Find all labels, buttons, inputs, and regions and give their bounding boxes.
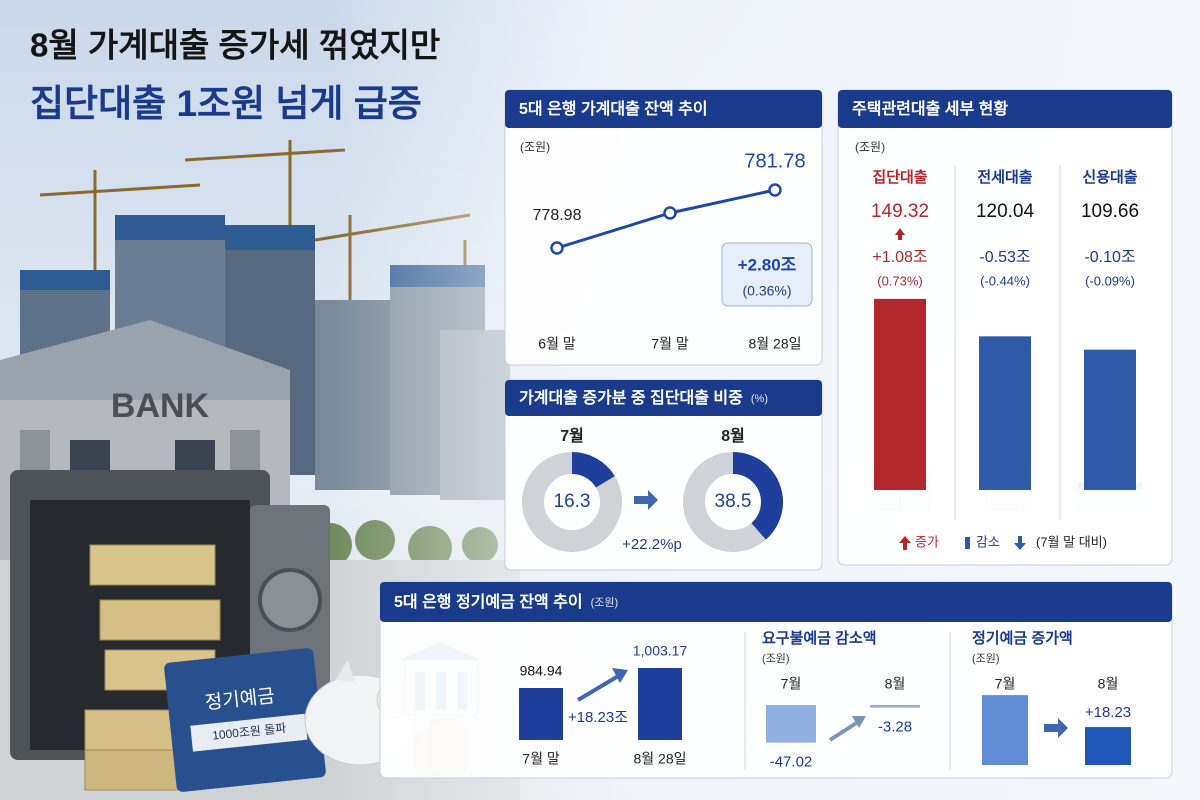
category-label: 7월 xyxy=(781,676,802,692)
annotation: +2.80조 xyxy=(738,255,797,274)
panel-title: 가계대출 증가분 중 집단대출 비중 xyxy=(519,388,743,407)
legend-swatch xyxy=(965,537,970,549)
change-pct-label: (-0.09%) xyxy=(1085,273,1135,288)
trend-arrow xyxy=(828,720,860,742)
x-tick-label: 8월 28일 xyxy=(748,336,801,352)
legend-up-arrow xyxy=(899,536,911,550)
change-pct-label: (0.73%) xyxy=(877,273,923,288)
panel-unit: (%) xyxy=(751,393,768,405)
legend-label: 감소 xyxy=(976,534,1000,549)
trend-arrow xyxy=(576,673,622,702)
panel-header xyxy=(505,380,822,416)
point xyxy=(663,206,677,220)
change-label: -0.10조 xyxy=(1084,249,1135,266)
value-label: -47.02 xyxy=(770,754,813,771)
category-label: 7월 xyxy=(995,676,1016,692)
x-tick-label: 7월 말 xyxy=(522,751,560,767)
section-title: 정기예금 증가액 xyxy=(972,629,1073,647)
annotation-box xyxy=(721,242,813,307)
bar xyxy=(982,695,1028,765)
legend-down-arrow xyxy=(1014,536,1026,550)
value-label: 109.66 xyxy=(1081,201,1139,222)
category-label: 8월 xyxy=(721,427,745,445)
value-label: -3.28 xyxy=(878,719,912,736)
panel-unit: (조원) xyxy=(591,596,619,609)
x-tick-label: 8월 28일 xyxy=(633,751,686,767)
value-label: +18.23 xyxy=(1085,704,1131,721)
bar xyxy=(870,705,920,708)
point xyxy=(768,183,782,197)
annotation: (0.36%) xyxy=(742,283,791,299)
change-label: -0.53조 xyxy=(979,249,1030,266)
trend-arrow-head xyxy=(852,716,866,728)
donut-arc xyxy=(522,452,622,552)
legend-label: (7월 말 대비) xyxy=(1036,534,1107,549)
trend-arrow-head xyxy=(612,668,628,683)
arrow xyxy=(634,490,658,510)
category-label: 신용대출 xyxy=(1082,169,1137,186)
category-label: 7월 xyxy=(560,427,584,445)
panel-header xyxy=(505,90,822,128)
unit-label: (조원) xyxy=(855,140,885,154)
bar xyxy=(874,298,926,490)
panel-header xyxy=(380,582,1172,622)
deposit-book xyxy=(164,648,326,792)
value-label: 984.94 xyxy=(520,663,563,679)
arrow xyxy=(1044,718,1068,738)
point xyxy=(550,241,564,255)
value-label: 120.04 xyxy=(976,201,1035,222)
panel xyxy=(504,89,823,366)
panel-title: 주택관련대출 세부 현황 xyxy=(852,99,1008,118)
category-label: 전세대출 xyxy=(977,169,1032,186)
change-pct-label: (-0.44%) xyxy=(980,273,1030,288)
panel-title: 5대 은행 가계대출 잔액 추이 xyxy=(519,99,708,118)
panel-title: 5대 은행 정기예금 잔액 추이 xyxy=(394,592,583,611)
x-tick-label: 7월 말 xyxy=(651,336,689,352)
value-label: 16.3 xyxy=(554,491,591,512)
unit-label: (조원) xyxy=(762,652,790,665)
unit-label: (조원) xyxy=(520,140,550,154)
bank-sign: BANK xyxy=(111,387,210,425)
x-tick-label: 6월 말 xyxy=(538,336,576,352)
headline-line2: 집단대출 1조원 넘게 급증 xyxy=(30,83,422,124)
legend-label: 증가 xyxy=(915,534,939,549)
category-label: 8월 xyxy=(885,676,906,692)
bar xyxy=(638,668,682,740)
category-label: 집단대출 xyxy=(872,168,927,186)
category-label: 8월 xyxy=(1098,676,1119,692)
value-label: 781.78 xyxy=(744,150,805,172)
value-label: 149.32 xyxy=(871,201,929,222)
bar xyxy=(1084,349,1136,490)
bar xyxy=(1085,727,1131,765)
bar xyxy=(519,688,563,740)
value-label: 38.5 xyxy=(715,491,752,512)
bar xyxy=(766,705,816,743)
change-label: +1.08조 xyxy=(872,249,927,266)
section-title: 요구불예금 감소액 xyxy=(762,629,877,647)
value-label: 1,003.17 xyxy=(633,643,688,659)
panel-header xyxy=(838,90,1172,128)
headline-line1: 8월 가계대출 증가세 꺾였지만 xyxy=(30,27,440,64)
bar xyxy=(979,336,1031,490)
annotation: +18.23조 xyxy=(568,709,628,726)
value-label: 778.98 xyxy=(533,207,582,224)
unit-label: (조원) xyxy=(972,652,1000,665)
up-arrow-icon xyxy=(895,228,905,240)
annotation: +22.2%p xyxy=(622,536,682,553)
donut-arc xyxy=(683,452,783,552)
